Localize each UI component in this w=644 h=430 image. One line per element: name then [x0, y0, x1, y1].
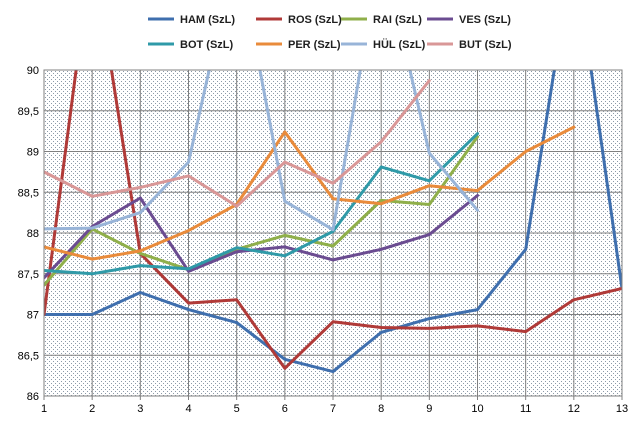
- legend-entry: HÜL (SzL): [373, 38, 426, 51]
- x-tick-label: 1: [41, 403, 47, 415]
- x-tick-label: 8: [378, 403, 384, 415]
- x-tick-label: 6: [282, 403, 288, 415]
- y-tick-label: 88,5: [18, 187, 39, 199]
- y-tick-label: 88: [27, 228, 39, 240]
- plot-area-border: [43, 69, 623, 397]
- series-line-4: [44, 132, 479, 276]
- legend-entry: RAI (SzL): [373, 14, 422, 26]
- series-line-3: [44, 194, 479, 280]
- series-line-2: [44, 135, 479, 287]
- y-tick-label: 87,5: [18, 269, 39, 281]
- series-line-5: [44, 125, 576, 261]
- y-tick-label: 90: [27, 65, 39, 77]
- x-tick-label: 3: [137, 403, 143, 415]
- x-tick-label: 7: [330, 403, 336, 415]
- x-tick-label: 5: [234, 403, 240, 415]
- x-tick-label: 11: [520, 403, 531, 415]
- x-tick-label: 4: [185, 403, 191, 415]
- legend-entry: HAM (SzL): [180, 14, 235, 26]
- legend: HAM (SzL) ROS (SzL) RAI (SzL) VES (SzL) BOT …: [148, 14, 512, 51]
- legend-entry: BOT (SzL): [180, 39, 233, 51]
- y-tick-label: 86: [27, 391, 39, 403]
- legend-entry: PER (SzL): [288, 39, 341, 51]
- y-tick-label: 89: [27, 147, 39, 159]
- series-line-7: [44, 79, 431, 208]
- x-tick-label: 9: [426, 403, 432, 415]
- y-axis-tick-labels: 86 86,5 87 87,5 88 88,5 89 89,5 90: [18, 65, 39, 403]
- legend-entry: VES (SzL): [459, 14, 511, 26]
- series-lines: [44, 70, 622, 374]
- x-tick-label: 12: [568, 403, 580, 415]
- x-tick-label: 13: [616, 403, 628, 415]
- x-tick-label: 10: [471, 403, 483, 415]
- x-tick-label: 2: [89, 403, 95, 415]
- series-line-6: [44, 70, 479, 232]
- y-tick-label: 86,5: [18, 350, 39, 362]
- y-tick-label: 87: [27, 310, 39, 322]
- legend-entry: BUT (SzL): [459, 39, 512, 51]
- y-tick-label: 89,5: [18, 106, 39, 118]
- legend-entry: ROS (SzL): [288, 14, 342, 26]
- x-axis-tick-labels: 1 2 3 4 5 6 7 8 9 10 11 12 13: [41, 403, 628, 415]
- series-line-0: [44, 70, 622, 374]
